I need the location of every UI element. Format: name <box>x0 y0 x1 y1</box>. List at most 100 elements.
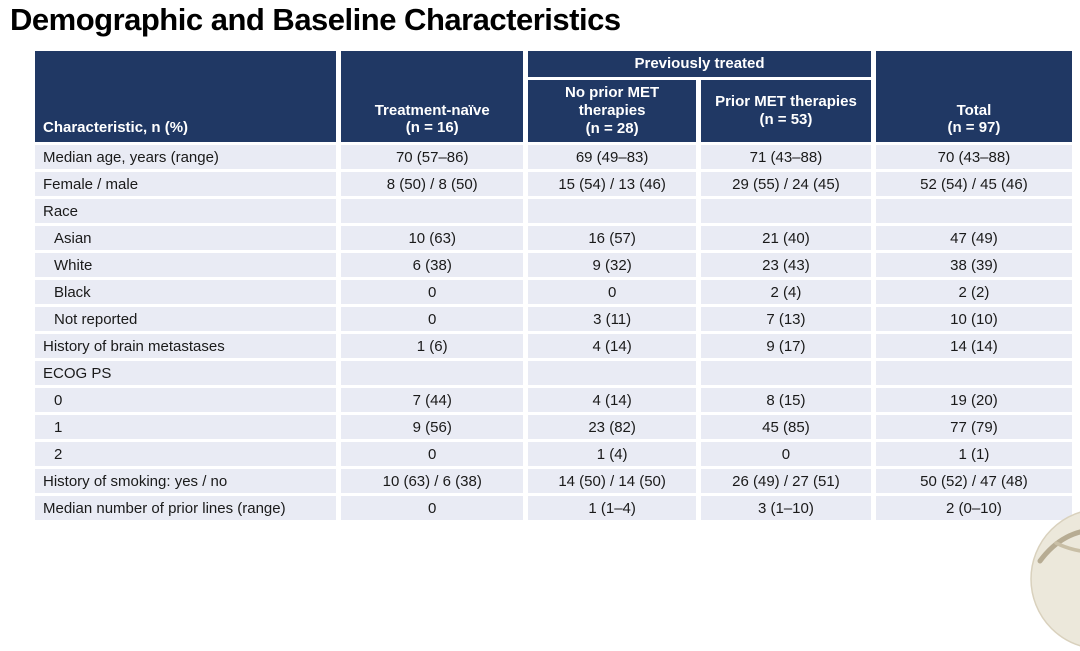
row-value: 3 (11) <box>528 307 697 331</box>
row-value: 10 (63) / 6 (38) <box>341 469 524 493</box>
table-row: Race <box>35 199 1072 223</box>
table-body: Median age, years (range) 70 (57–86) 69 (4… <box>35 145 1072 520</box>
row-value: 38 (39) <box>875 253 1072 277</box>
row-value: 16 (57) <box>528 226 697 250</box>
row-label: White <box>35 253 337 277</box>
row-value: 7 (44) <box>341 388 524 412</box>
column-group-previously-treated: Previously treated <box>528 51 871 77</box>
row-value: 29 (55) / 24 (45) <box>701 172 871 196</box>
row-value: 50 (52) / 47 (48) <box>875 469 1072 493</box>
row-value: 3 (1–10) <box>701 496 871 520</box>
row-value: 2 (2) <box>875 280 1072 304</box>
row-value: 7 (13) <box>701 307 871 331</box>
row-value: 9 (17) <box>701 334 871 358</box>
row-value: 15 (54) / 13 (46) <box>528 172 697 196</box>
column-label: No prior MET therapies <box>565 84 660 120</box>
row-label: ECOG PS <box>35 361 337 385</box>
row-value: 2 (0–10) <box>875 496 1072 520</box>
column-n: (n = 28) <box>585 119 639 137</box>
table-row: Female / male 8 (50) / 8 (50) 15 (54) / 13… <box>35 172 1072 196</box>
row-value <box>528 199 697 223</box>
row-value: 1 (6) <box>341 334 524 358</box>
table-row: History of brain metastases 1 (6) 4 (14) 9 … <box>35 334 1072 358</box>
row-value: 19 (20) <box>875 388 1072 412</box>
table-row: White 6 (38) 9 (32) 23 (43) 38 (39) <box>35 253 1072 277</box>
column-header-no-prior-met: No prior MET therapies (n = 28) <box>528 80 697 142</box>
row-label: Asian <box>35 226 337 250</box>
row-value: 0 <box>341 307 524 331</box>
row-value: 9 (56) <box>341 415 524 439</box>
table-row: Median age, years (range) 70 (57–86) 69 (4… <box>35 145 1072 169</box>
table-row: Asian 10 (63) 16 (57) 21 (40) 47 (49) <box>35 226 1072 250</box>
row-value: 0 <box>341 280 524 304</box>
row-value <box>341 361 524 385</box>
table-header: Characteristic, n (%) Treatment-naïve (n… <box>35 51 1072 142</box>
row-label: Not reported <box>35 307 337 331</box>
row-value: 45 (85) <box>701 415 871 439</box>
row-value: 21 (40) <box>701 226 871 250</box>
row-value: 52 (54) / 45 (46) <box>875 172 1072 196</box>
row-value: 8 (15) <box>701 388 871 412</box>
row-value <box>528 361 697 385</box>
row-value: 0 <box>528 280 697 304</box>
row-label: Median number of prior lines (range) <box>35 496 337 520</box>
row-value: 14 (14) <box>875 334 1072 358</box>
row-value: 23 (43) <box>701 253 871 277</box>
characteristics-table: Characteristic, n (%) Treatment-naïve (n… <box>30 48 1077 523</box>
row-value <box>701 361 871 385</box>
row-value: 2 (4) <box>701 280 871 304</box>
row-value: 47 (49) <box>875 226 1072 250</box>
row-value: 26 (49) / 27 (51) <box>701 469 871 493</box>
row-label: 1 <box>35 415 337 439</box>
row-value: 70 (57–86) <box>341 145 524 169</box>
table-row: Not reported 0 3 (11) 7 (13) 10 (10) <box>35 307 1072 331</box>
column-n: (n = 97) <box>947 119 1001 137</box>
row-value: 1 (1–4) <box>528 496 697 520</box>
row-value <box>341 199 524 223</box>
row-value: 8 (50) / 8 (50) <box>341 172 524 196</box>
row-value <box>875 199 1072 223</box>
column-n: (n = 16) <box>405 119 459 137</box>
column-label: Total <box>956 101 992 119</box>
row-value: 10 (63) <box>341 226 524 250</box>
row-value: 4 (14) <box>528 334 697 358</box>
row-value: 70 (43–88) <box>875 145 1072 169</box>
row-label: History of smoking: yes / no <box>35 469 337 493</box>
row-value: 6 (38) <box>341 253 524 277</box>
column-label: Prior MET therapies <box>715 93 857 111</box>
row-value: 0 <box>341 496 524 520</box>
table-row: ECOG PS <box>35 361 1072 385</box>
row-label: Female / male <box>35 172 337 196</box>
row-value: 23 (82) <box>528 415 697 439</box>
row-value: 4 (14) <box>528 388 697 412</box>
row-value <box>701 199 871 223</box>
column-header-treatment-naive: Treatment-naïve (n = 16) <box>341 51 524 142</box>
row-value <box>875 361 1072 385</box>
row-label: Median age, years (range) <box>35 145 337 169</box>
column-label: Treatment-naïve <box>374 101 490 119</box>
decorative-swirl-logo <box>1030 511 1080 647</box>
row-value: 14 (50) / 14 (50) <box>528 469 697 493</box>
row-label: 0 <box>35 388 337 412</box>
table-row: Median number of prior lines (range) 0 1 (… <box>35 496 1072 520</box>
row-label: 2 <box>35 442 337 466</box>
row-value: 10 (10) <box>875 307 1072 331</box>
row-value: 1 (1) <box>875 442 1072 466</box>
column-header-total: Total (n = 97) <box>875 51 1072 142</box>
column-header-prior-met: Prior MET therapies (n = 53) <box>701 80 871 142</box>
row-value: 9 (32) <box>528 253 697 277</box>
page-title: Demographic and Baseline Characteristics <box>10 2 621 37</box>
row-value: 77 (79) <box>875 415 1072 439</box>
column-n: (n = 53) <box>759 111 813 128</box>
row-value: 0 <box>341 442 524 466</box>
table-row: History of smoking: yes / no 10 (63) / 6 … <box>35 469 1072 493</box>
row-value: 69 (49–83) <box>528 145 697 169</box>
row-label: History of brain metastases <box>35 334 337 358</box>
row-value: 0 <box>701 442 871 466</box>
row-label: Black <box>35 280 337 304</box>
column-header-characteristic: Characteristic, n (%) <box>35 51 337 142</box>
table-row: Black 0 0 2 (4) 2 (2) <box>35 280 1072 304</box>
row-label: Race <box>35 199 337 223</box>
